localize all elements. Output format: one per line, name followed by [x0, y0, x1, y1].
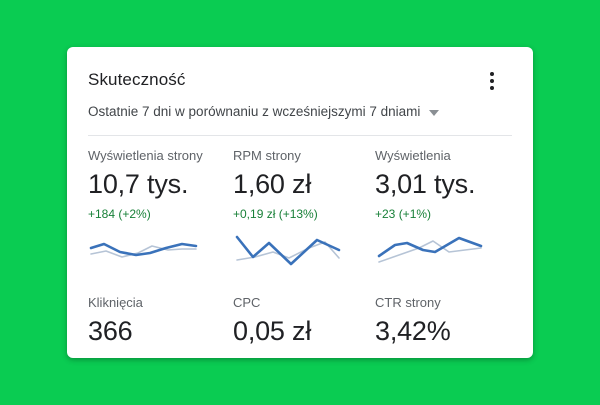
metric-value: 3,01 tys.	[375, 169, 476, 199]
sparkline-previous-period	[236, 241, 340, 261]
metric-label: CTR strony	[375, 295, 441, 310]
metric-label: Wyświetlenia	[375, 148, 451, 163]
kebab-dot	[490, 86, 494, 90]
metric-clicks: Kliknięcia 366	[88, 295, 233, 348]
sparkline-current-period	[89, 242, 198, 257]
kebab-menu-icon[interactable]	[486, 70, 498, 92]
metric-page-ctr: CTR strony 3,42%	[375, 295, 512, 348]
kebab-dot	[490, 72, 494, 76]
sparkline-chart	[377, 236, 483, 263]
sparkline-current-period	[377, 236, 483, 258]
metric-label: CPC	[233, 295, 261, 310]
sparkline-chart	[89, 242, 198, 258]
metric-change: +23 (+1%)	[375, 207, 432, 221]
date-range-selector[interactable]: Ostatnie 7 dni w porównaniu z wcześniejs…	[88, 103, 512, 121]
card-title: Skuteczność	[88, 70, 186, 89]
divider	[88, 135, 512, 136]
performance-card: Skuteczność Ostatnie 7 dni w porównaniu …	[67, 47, 533, 358]
sparkline-previous-period	[378, 240, 482, 263]
date-range-label: Ostatnie 7 dni w porównaniu z wcześniejs…	[88, 104, 421, 119]
metric-change: +0,19 zł (+13%)	[233, 207, 318, 221]
metric-page-rpm: RPM strony 1,60 zł +0,19 zł (+13%)	[233, 148, 375, 271]
metric-value: 366	[88, 316, 133, 346]
metric-value: 0,05 zł	[233, 316, 312, 346]
metric-value: 1,60 zł	[233, 169, 312, 199]
chevron-down-icon	[429, 110, 440, 116]
metric-impressions: Wyświetlenia 3,01 tys. +23 (+1%)	[375, 148, 512, 271]
card-header: Skuteczność	[88, 69, 512, 92]
kebab-dot	[490, 79, 494, 83]
metric-label: Kliknięcia	[88, 295, 143, 310]
metric-page-views: Wyświetlenia strony 10,7 tys. +184 (+2%)	[88, 148, 233, 271]
metric-value: 10,7 tys.	[88, 169, 189, 199]
metrics-row-top: Wyświetlenia strony 10,7 tys. +184 (+2%)…	[88, 148, 512, 271]
metric-change: +184 (+2%)	[88, 207, 151, 221]
metric-cpc: CPC 0,05 zł	[233, 295, 375, 348]
metric-label: RPM strony	[233, 148, 301, 163]
metrics-row-bottom: Kliknięcia 366 CPC 0,05 zł CTR strony 3,…	[88, 295, 512, 348]
sparkline-previous-period	[90, 245, 197, 258]
metric-label: Wyświetlenia strony	[88, 148, 203, 163]
metric-value: 3,42%	[375, 316, 451, 346]
sparkline-chart	[235, 235, 341, 266]
sparkline-current-period	[235, 235, 341, 266]
